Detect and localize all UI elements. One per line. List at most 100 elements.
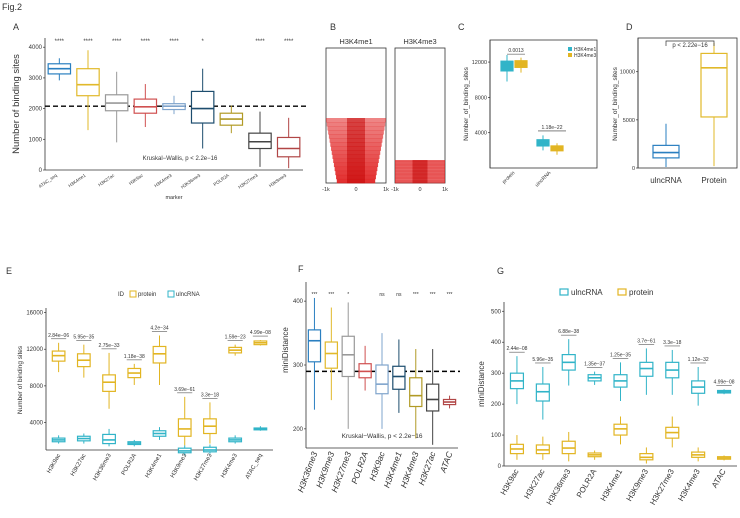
panel-f-H3K4me3-box [409,377,423,408]
panel-f-significance: *** [447,292,453,298]
panel-d-x-tick-label: Protein [701,176,726,185]
panel-g-x-tick-label: H3K4me3 [676,467,702,503]
panel-a-y-tick-label: 2000 [29,107,43,113]
panel-c-y-tick-label: 4000 [475,131,487,137]
panel-f-H3K4me1-box [392,365,406,390]
panel-g-pvalue: 2.44e−08 [506,346,527,352]
panel-d-Protein-box [700,52,728,118]
panel-b-label: B [330,22,336,32]
panel-b-heat-core [347,118,365,123]
panel-a-x-tick-label: H3K9me3 [268,172,288,188]
panel-a-significance: **** [169,39,179,45]
panel-g-pvalue: 1.25e−35 [610,352,631,358]
panel-a-y-tick-label: 1000 [29,137,43,143]
panel-b-heat-core [347,174,365,180]
panel-e-pvalue: 2.84e−06 [48,333,69,339]
panel-g-pvalue: 1.35e−37 [584,362,605,368]
panel-f-annotation: Kruskal−Wallis, p < 2.2e−16 [342,433,423,440]
panel-b-heat-core [347,134,365,139]
panel-c-y-label: Number_of_binding_sites [463,66,470,140]
panel-b-heat-core [412,165,428,168]
panel-g-y-tick-label: 100 [491,433,502,439]
panel-g-y-tick-label: 0 [498,464,502,470]
panel-d-pvalue: p < 2.22e−16 [672,43,708,49]
panel-g-y-tick-label: 300 [491,371,502,377]
panel-c-legend-swatch [568,53,572,57]
panel-c-x-tick-label: protein [501,170,516,185]
panel-b-heat-core [412,164,428,167]
panel-a-H3K36me3-box [190,90,215,124]
panel-a-significance: **** [55,39,65,45]
panel-g-y-tick-label: 400 [491,340,502,346]
panel-e-legend-swatch [167,290,175,298]
panel-g-y-label: miniDistance [477,361,486,407]
panel-b-heat-core [412,180,428,182]
panel-e-x-tick-label: H3K27me3 [193,452,214,482]
panel-g-x-tick-label: H3K27me3 [648,467,676,507]
panel-e-label: E [6,266,12,276]
panel-b-heat-core [347,122,365,127]
panel-b-heat-core [412,161,428,164]
panel-a-significance: **** [112,39,122,45]
panel-a-H3K27me3-box [248,132,272,150]
panel-d-y-tick-label: 5000 [623,118,635,124]
panel-g-x-tick-label: H3K36me3 [545,467,573,507]
panel-b-heat-core [347,142,365,147]
panel-c-pvalue: 1.18e−22 [542,125,563,131]
panel-c-legend-swatch [568,47,572,51]
panel-a-x-tick-label: H3K27ac [97,172,116,187]
panel-a-significance: **** [83,39,93,45]
panel-e-pvalue: 5.95e−35 [73,335,94,341]
panel-c-label: C [458,22,465,32]
panel-b-heat-core [347,170,365,176]
panel-b-x-tick-label: 1k [383,187,389,193]
panel-b-x-tick-label: 0 [354,187,357,193]
panel-g-pvalue: 4.99e−08 [714,379,735,385]
panel-e-x-tick-label: H3K27ac [70,453,88,477]
panel-b-heat-core [347,138,365,143]
panel-e-pvalue: 1.59e−23 [225,335,246,341]
panel-a-significance: **** [141,39,151,45]
panel-b-track-title: H3K4me1 [339,37,372,46]
panel-a-label: A [13,22,19,32]
panel-g-legend-swatch [617,288,627,296]
panel-e-y-tick-label: 4000 [30,421,44,427]
panel-e-pvalue: 2.75e−33 [99,343,120,349]
panel-b-heat-core [347,158,365,163]
panel-f-H3K36me3-box [307,329,322,363]
panel-e-ulncRNA-H3K36me3-box [102,433,116,445]
panel-a-x-tick-label: H3K9ac [128,172,145,186]
panel-f-significance: ns [396,292,402,298]
panel-f-significance: *** [312,292,318,298]
panel-g-pvalue: 6.88e−38 [558,329,579,335]
panel-a-annotation: Kruskal−Wallis, p < 2.2e−16 [143,156,218,162]
panel-e-legend-swatch [129,290,137,298]
panel-d-y-label: Number_of_binding_sites [612,66,619,140]
panel-e-y-tick-label: 8000 [30,384,44,390]
panel-e-x-tick-label: ATAC_seq [245,453,264,480]
panel-b-heat-core [412,181,428,184]
panel-b-heat-core [412,160,428,162]
panel-f-x-tick-label: ATAC [437,449,454,474]
panel-f-significance: * [347,292,349,298]
panel-b-x-tick-label: -1k [322,187,330,193]
panel-e-y-tick-label: 16000 [26,311,43,317]
panel-b-heat-core [347,162,365,168]
panel-d-y-tick-label: 0 [632,166,635,172]
panel-f-y-tick-label: 300 [293,363,304,369]
panel-d-ulncRNA-box [652,144,680,159]
panel-b-heat-core [412,172,428,175]
panel-g-y-tick-label: 200 [491,402,502,408]
panel-e-y-label: Number of binding sites [17,345,24,414]
panel-a-x-tick-label: H3K4me3 [153,172,173,188]
panel-f-significance: ns [379,292,385,298]
panel-g-x-tick-label: H3K9me3 [625,467,651,503]
panel-a-y-label: Number of binding sites [11,54,22,154]
panel-e-x-tick-label: H3K9me3 [170,452,189,479]
panel-e-legend-title: ID [118,292,125,298]
panel-b-heat-core [347,130,365,135]
panel-f-y-label: miniDistance [281,327,290,373]
panel-g-label: G [497,266,504,276]
panel-a-x-tick-label: H3K36me3 [180,172,202,189]
panel-e-legend-label: ulncRNA [176,292,200,298]
